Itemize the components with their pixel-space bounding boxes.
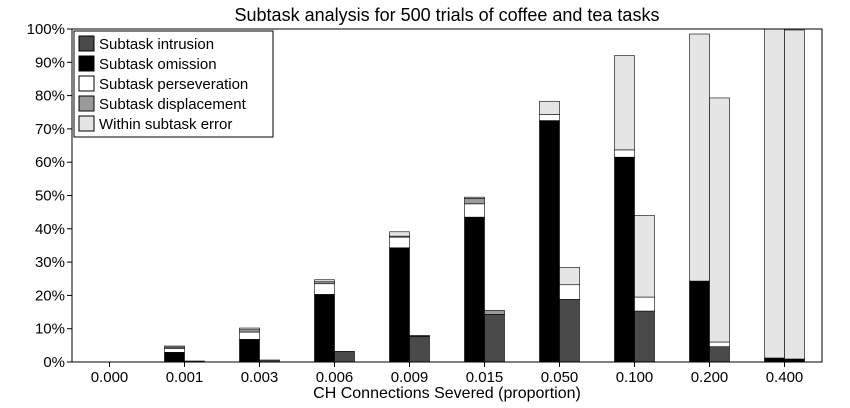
x-axis: 0.000 0.001 0.003 0.006 0.009 0.015 0.050 0.100… <box>91 362 804 386</box>
x-tick-label: 0.006 <box>316 369 354 386</box>
x-tick-label: 0.050 <box>541 369 579 386</box>
bar-segment <box>389 247 410 363</box>
bar-segment <box>689 280 710 363</box>
bar-segment <box>484 310 505 315</box>
y-tick-label: 10% <box>35 321 65 338</box>
bar-segment <box>239 339 260 363</box>
legend-label: Subtask perseveration <box>99 76 248 93</box>
y-tick-label: 70% <box>35 121 65 138</box>
bar-segment <box>464 216 485 363</box>
bar-segment <box>764 28 785 359</box>
bar-segment <box>559 284 580 300</box>
bar-segment <box>164 348 185 353</box>
legend: Subtask intrusion Subtask omission Subtask… <box>73 30 274 138</box>
x-tick-label: 0.003 <box>241 369 279 386</box>
bar-segment <box>559 299 580 363</box>
y-axis: 0% 10% 20% 30% 40% 50% 60% 70% 80% 90% 100% <box>27 21 72 371</box>
bar-segment <box>614 149 635 158</box>
bar-segment <box>334 351 355 363</box>
legend-label: Subtask intrusion <box>99 36 214 53</box>
bar-segment <box>239 331 260 340</box>
bar-segment <box>409 335 430 337</box>
legend-swatch <box>78 35 95 52</box>
legend-swatch <box>78 75 95 92</box>
bar-segment <box>464 196 485 199</box>
bar-segment <box>634 215 655 298</box>
bar-segment <box>239 327 260 330</box>
x-tick-label: 0.009 <box>391 369 429 386</box>
legend-label: Subtask omission <box>99 56 217 73</box>
x-tick-label: 0.100 <box>616 369 654 386</box>
y-tick-label: 80% <box>35 88 65 105</box>
bar-segment <box>784 29 805 360</box>
bar-segment <box>614 156 635 363</box>
legend-label: Subtask displacement <box>99 96 247 113</box>
bar-segment <box>464 198 485 205</box>
legend-swatch <box>78 115 95 132</box>
bar-segment <box>539 120 560 363</box>
bar-segment <box>709 97 730 343</box>
bar-segment <box>709 346 730 363</box>
bar-segment <box>314 283 335 295</box>
bar-segment <box>559 267 580 286</box>
bar-segment <box>689 33 710 282</box>
bar-segment <box>314 294 335 363</box>
bar-segment <box>634 296 655 312</box>
x-tick-label: 0.400 <box>766 369 804 386</box>
bar-segment <box>389 231 410 237</box>
bar-segment <box>539 114 560 121</box>
y-tick-label: 30% <box>35 254 65 271</box>
x-tick-label: 0.001 <box>166 369 204 386</box>
x-tick-label: 0.000 <box>91 369 129 386</box>
bar-segment <box>614 55 635 151</box>
bars-group <box>164 28 805 363</box>
bar-segment <box>314 279 335 283</box>
bar-segment <box>634 310 655 363</box>
bar-segment <box>484 314 505 363</box>
bar-segment <box>709 341 730 347</box>
chart-title: Subtask analysis for 500 trials of coffe… <box>235 5 660 25</box>
y-tick-label: 20% <box>35 287 65 304</box>
y-tick-label: 50% <box>35 188 65 205</box>
legend-swatch <box>78 95 95 112</box>
bar-segment <box>164 345 185 348</box>
x-tick-label: 0.015 <box>466 369 504 386</box>
bar-segment <box>389 236 410 249</box>
y-tick-label: 40% <box>35 221 65 238</box>
x-axis-title: CH Connections Severed (proportion) <box>313 385 581 402</box>
bar-segment <box>164 352 185 363</box>
bar-segment <box>464 203 485 218</box>
y-tick-label: 90% <box>35 54 65 71</box>
y-tick-label: 60% <box>35 154 65 171</box>
legend-swatch <box>78 55 95 72</box>
y-tick-label: 0% <box>43 354 65 371</box>
bar-segment <box>539 100 560 115</box>
legend-label: Within subtask error <box>99 116 232 133</box>
bar-segment <box>239 329 260 333</box>
x-tick-label: 0.200 <box>691 369 729 386</box>
y-tick-label: 100% <box>27 21 65 38</box>
bar-segment <box>764 357 785 363</box>
legend-box <box>73 30 274 138</box>
bar-segment <box>409 336 430 363</box>
